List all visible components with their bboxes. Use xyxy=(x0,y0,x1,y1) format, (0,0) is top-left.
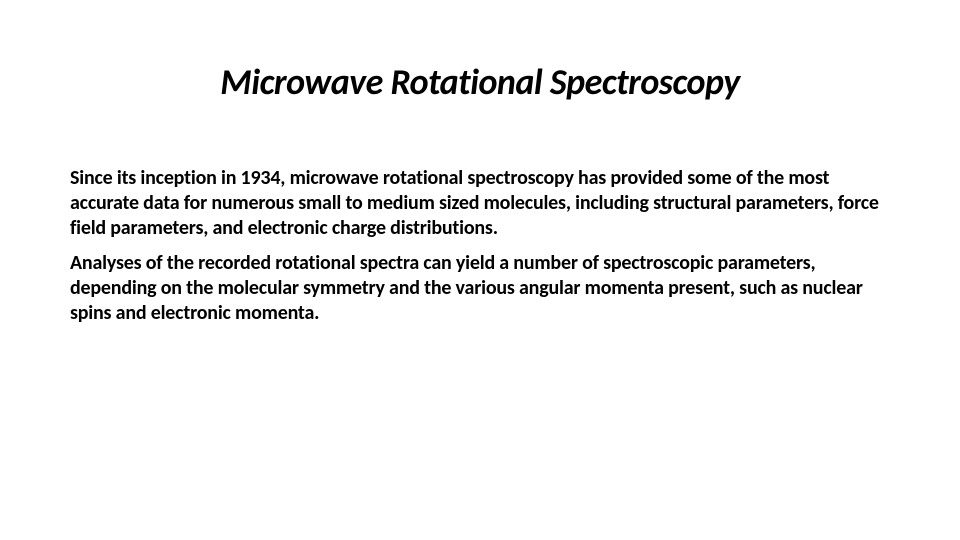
paragraph-1: Since its inception in 1934, microwave r… xyxy=(70,166,890,241)
slide-container: Microwave Rotational Spectroscopy Since … xyxy=(0,0,960,540)
slide-title: Microwave Rotational Spectroscopy xyxy=(70,60,890,104)
paragraph-2: Analyses of the recorded rotational spec… xyxy=(70,251,890,326)
